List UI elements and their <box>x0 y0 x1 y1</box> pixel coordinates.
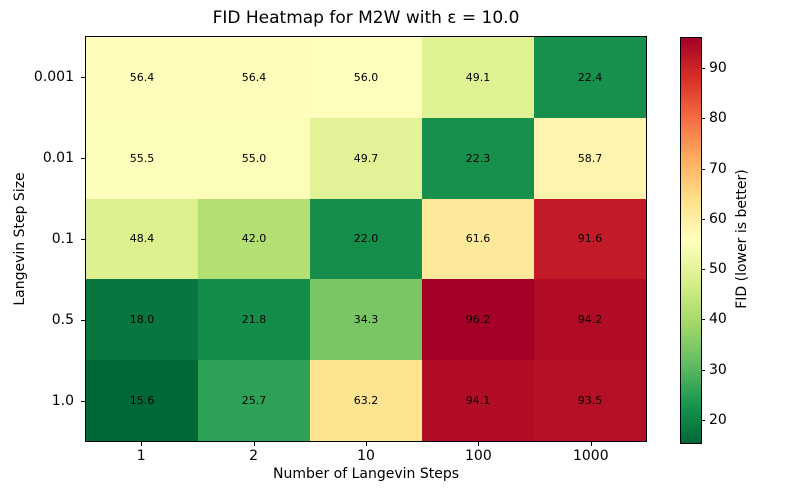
heatmap-cell: 55.0 <box>198 117 310 199</box>
heatmap-cell: 15.6 <box>86 360 198 441</box>
heatmap-cell: 34.3 <box>310 279 422 361</box>
cell-value: 25.7 <box>241 394 267 408</box>
cell-value: 22.4 <box>577 70 603 84</box>
cell-value: 94.1 <box>465 394 491 408</box>
x-tick-mark <box>478 442 480 446</box>
heatmap-cell: 48.4 <box>86 198 198 280</box>
cell-value: 63.2 <box>353 394 379 408</box>
cell-value: 56.4 <box>241 70 267 84</box>
y-tick-label: 0.1 <box>51 231 74 247</box>
y-tick-label: 0.001 <box>33 68 74 85</box>
y-tick-mark <box>81 239 85 240</box>
x-tick-mark <box>253 442 255 446</box>
heatmap-cell: 21.8 <box>198 279 310 361</box>
cell-value: 91.6 <box>577 232 603 246</box>
heatmap: 56.4 56.4 56.0 49.1 22.4 55.5 55.0 49.7 22.3 58.7… <box>85 36 647 442</box>
x-tick-label: 2 <box>249 448 259 464</box>
cell-value: 48.4 <box>129 232 155 246</box>
cell-value: 56.4 <box>129 70 155 84</box>
colorbar-tick-label: 60 <box>709 210 727 227</box>
cell-value: 55.5 <box>129 151 155 165</box>
cell-value: 15.6 <box>129 394 155 408</box>
heatmap-cell: 58.7 <box>534 117 646 199</box>
colorbar-tick-mark <box>701 168 705 170</box>
heatmap-cell: 49.1 <box>422 37 534 118</box>
cell-value: 56.0 <box>353 70 379 84</box>
heatmap-cell: 25.7 <box>198 360 310 441</box>
x-tick-label: 10 <box>357 448 375 464</box>
x-tick-mark <box>141 442 143 446</box>
heatmap-cell: 91.6 <box>534 198 646 280</box>
heatmap-cell: 56.0 <box>310 37 422 118</box>
colorbar-tick-mark <box>701 419 705 421</box>
heatmap-cell: 56.4 <box>198 37 310 118</box>
heatmap-cell: 93.5 <box>534 360 646 441</box>
colorbar <box>680 37 702 444</box>
colorbar-tick-label: 50 <box>709 261 727 278</box>
chart-title: FID Heatmap for M2W with ε = 10.0 <box>212 8 520 28</box>
cell-value: 18.0 <box>129 313 155 327</box>
heatmap-cell: 22.0 <box>310 198 422 280</box>
colorbar-tick-mark <box>701 369 705 371</box>
cell-value: 22.3 <box>465 151 491 165</box>
colorbar-tick-mark <box>701 218 705 220</box>
x-tick-label: 1 <box>136 448 146 464</box>
heatmap-cell: 22.4 <box>534 37 646 118</box>
heatmap-cell: 18.0 <box>86 279 198 361</box>
y-tick-label: 0.01 <box>42 149 74 166</box>
x-tick-mark <box>590 442 592 446</box>
cell-value: 93.5 <box>577 394 603 408</box>
colorbar-tick-label: 30 <box>709 361 727 378</box>
heatmap-cell: 56.4 <box>86 37 198 118</box>
cell-value: 49.1 <box>465 70 491 84</box>
heatmap-cell: 94.2 <box>534 279 646 361</box>
heatmap-cell: 22.3 <box>422 117 534 199</box>
x-axis-label: Number of Langevin Steps <box>272 466 460 482</box>
x-tick-label: 100 <box>465 448 492 464</box>
cell-value: 55.0 <box>241 151 267 165</box>
y-tick-label: 0.5 <box>51 312 74 329</box>
y-tick-label: 1.0 <box>51 393 74 410</box>
cell-value: 58.7 <box>577 151 603 165</box>
colorbar-tick-label: 70 <box>709 160 727 177</box>
heatmap-cell: 63.2 <box>310 360 422 441</box>
heatmap-cell: 42.0 <box>198 198 310 280</box>
cell-value: 61.6 <box>465 232 491 246</box>
x-tick-label: 1000 <box>572 448 609 464</box>
colorbar-tick-label: 80 <box>709 110 727 127</box>
heatmap-cell: 49.7 <box>310 117 422 199</box>
x-tick-mark <box>366 442 367 446</box>
y-tick-mark <box>81 157 85 159</box>
cell-value: 34.3 <box>353 313 379 327</box>
heatmap-cell: 61.6 <box>422 198 534 280</box>
cell-value: 21.8 <box>241 313 267 327</box>
colorbar-tick-label: 90 <box>709 60 727 77</box>
y-tick-mark <box>81 76 85 78</box>
heatmap-cell: 96.2 <box>422 279 534 361</box>
cell-value: 96.2 <box>465 313 491 327</box>
y-tick-mark <box>81 401 85 403</box>
colorbar-label: FID (lower is better) <box>734 169 750 309</box>
y-tick-mark <box>81 320 85 322</box>
heatmap-cell: 94.1 <box>422 360 534 441</box>
cell-value: 42.0 <box>241 232 267 246</box>
colorbar-tick-mark <box>701 68 705 70</box>
colorbar-tick-mark <box>701 118 705 120</box>
cell-value: 49.7 <box>353 151 379 165</box>
colorbar-tick-mark <box>701 269 705 271</box>
cell-value: 94.2 <box>577 313 603 327</box>
colorbar-tick-label: 20 <box>709 411 727 428</box>
heatmap-cell: 55.5 <box>86 117 198 199</box>
cell-value: 22.0 <box>353 232 379 246</box>
colorbar-tick-label: 40 <box>709 311 727 328</box>
colorbar-tick-mark <box>701 319 705 321</box>
